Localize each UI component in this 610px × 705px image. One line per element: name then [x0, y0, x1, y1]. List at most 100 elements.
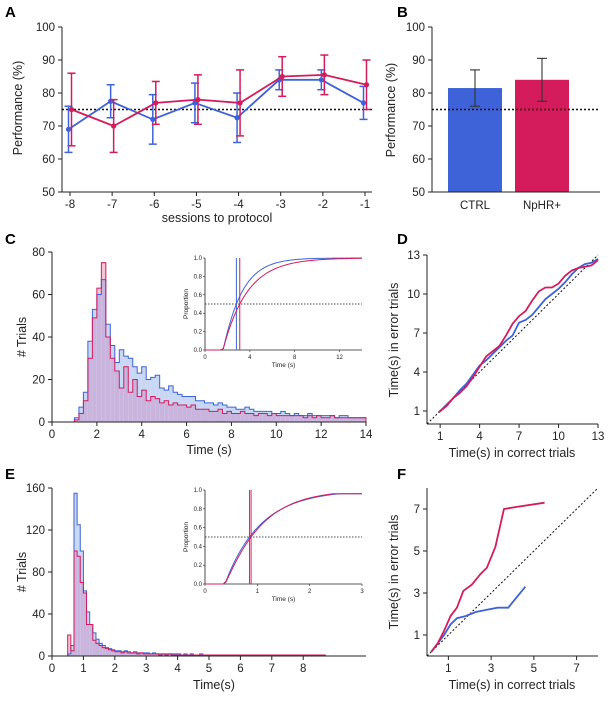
c-inset-x-tick-label: 12: [336, 355, 343, 361]
e-bin-overlap: [224, 654, 228, 656]
e-bin-ctrl: [199, 653, 203, 655]
c-bin-overlap: [114, 371, 120, 422]
a-point-ctrl: [360, 100, 367, 106]
c-y-tick-label: 80: [32, 247, 45, 259]
c-bin-ctrl: [137, 373, 142, 397]
c-bin-ctrl: [141, 366, 147, 391]
c-bin-overlap: [289, 415, 295, 422]
c-bin-overlap: [132, 379, 138, 422]
d-qq-line-ctrl: [438, 258, 599, 413]
e-bin-overlap: [240, 654, 244, 656]
c-bin-overlap: [150, 396, 156, 422]
e-bin-overlap: [95, 643, 100, 656]
e-bin-ctrl: [133, 651, 137, 653]
e-bin-overlap: [70, 650, 74, 656]
d-y-tick-label: 10: [407, 289, 420, 301]
e-bin-ctrl: [105, 647, 109, 649]
e-bin-overlap: [268, 654, 272, 656]
c-bin-ctrl: [280, 411, 286, 416]
e-bin-overlap: [114, 651, 118, 656]
c-bin-overlap: [280, 415, 286, 422]
e-inset-y-tick-label: 0.0: [194, 582, 203, 588]
e-bin-overlap: [83, 593, 87, 656]
e-x-tick-label: 1: [80, 663, 86, 675]
e-bin-ctrl: [124, 650, 128, 652]
c-bin-overlap: [128, 392, 133, 422]
b-y-tick-label: 50: [412, 187, 425, 199]
d-y-tick-label: 4: [414, 367, 421, 379]
c-bin-ctrl: [128, 358, 133, 393]
c-bin-ctrl: [182, 396, 187, 405]
c-x-tick-label: 0: [49, 429, 55, 441]
e-bin-overlap: [205, 654, 209, 656]
c-bin-overlap: [159, 402, 165, 422]
b-y-tick-label: 80: [412, 88, 425, 100]
e-bin-overlap: [262, 654, 266, 656]
e-bin-overlap: [77, 556, 81, 656]
c-inset-cdf-nphr: [205, 257, 363, 351]
c-inset-y-tick-label: 1.0: [194, 256, 203, 262]
a-x-tick-label: -1: [360, 199, 370, 211]
e-y-tick-label: 120: [26, 525, 45, 537]
c-y-tick-label: 60: [32, 290, 45, 302]
a-y-axis-label: Performance (%): [11, 61, 25, 155]
c-bin-ctrl: [114, 362, 120, 371]
b-x-tick-label: CTRL: [460, 200, 491, 212]
e-bin-overlap: [284, 654, 288, 656]
c-bin-ctrl: [191, 396, 196, 405]
c-bin-overlap: [191, 405, 196, 422]
c-x-axis-label: Time (s): [186, 443, 231, 457]
c-bin-overlap: [231, 413, 236, 422]
e-bin-overlap: [193, 654, 197, 656]
e-bin-ctrl: [111, 649, 115, 651]
e-bin-overlap: [212, 654, 216, 656]
e-bin-overlap: [177, 654, 181, 656]
c-bin-ctrl: [226, 407, 232, 412]
c-bin-overlap: [209, 411, 214, 422]
c-bin-overlap: [186, 407, 192, 422]
c-bin-ctrl: [119, 349, 124, 388]
e-bin-overlap: [271, 654, 275, 656]
e-bin-overlap: [209, 654, 213, 656]
e-bin-overlap: [108, 649, 112, 656]
c-bin-overlap: [173, 402, 178, 422]
e-inset-y-tick-label: 0.4: [194, 544, 203, 550]
e-bin-overlap: [274, 654, 279, 656]
a-point-nphr+: [237, 100, 243, 106]
e-bin-overlap: [312, 654, 316, 656]
c-bin-overlap: [312, 417, 317, 422]
f-y-tick-label: 3: [414, 588, 420, 600]
panel-letter-d: D: [397, 231, 408, 248]
c-bin-ctrl: [123, 356, 129, 367]
b-y-tick-label: 100: [406, 22, 425, 34]
e-y-tick-label: 0: [39, 651, 45, 663]
c-bin-overlap: [168, 405, 174, 422]
f-qq-line-nphr: [430, 501, 545, 653]
c-bin-ctrl: [217, 402, 223, 410]
c-bin-overlap: [137, 396, 142, 422]
e-bin-overlap: [230, 654, 235, 656]
a-point-nphr+: [279, 73, 285, 80]
c-bin-ctrl: [168, 385, 174, 405]
a-y-tick-label: 70: [42, 121, 55, 133]
e-bin-overlap: [146, 653, 150, 656]
e-bin-overlap: [309, 654, 313, 656]
a-point-nphr+: [68, 106, 75, 113]
e-x-tick-label: 7: [269, 663, 275, 675]
a-x-tick-label: -3: [276, 199, 286, 211]
c-inset-x-label: Time (s): [272, 362, 296, 369]
e-inset-cdf-nphr: [205, 493, 362, 585]
f-x-axis-label: Time(s) in correct trials: [449, 678, 576, 692]
e-bin-overlap: [215, 654, 219, 656]
c-x-tick-label: 4: [139, 429, 146, 441]
c-bin-overlap: [244, 413, 250, 422]
a-x-tick-label: -5: [191, 199, 201, 211]
a-y-tick-label: 80: [42, 88, 55, 100]
panel-letter-b: B: [397, 4, 408, 21]
c-bin-overlap: [78, 413, 84, 422]
e-bin-overlap: [124, 651, 128, 656]
c-bin-ctrl: [267, 411, 272, 416]
e-bin-overlap: [117, 651, 122, 656]
e-bin-ctrl: [114, 650, 118, 652]
c-bin-overlap: [177, 405, 183, 422]
